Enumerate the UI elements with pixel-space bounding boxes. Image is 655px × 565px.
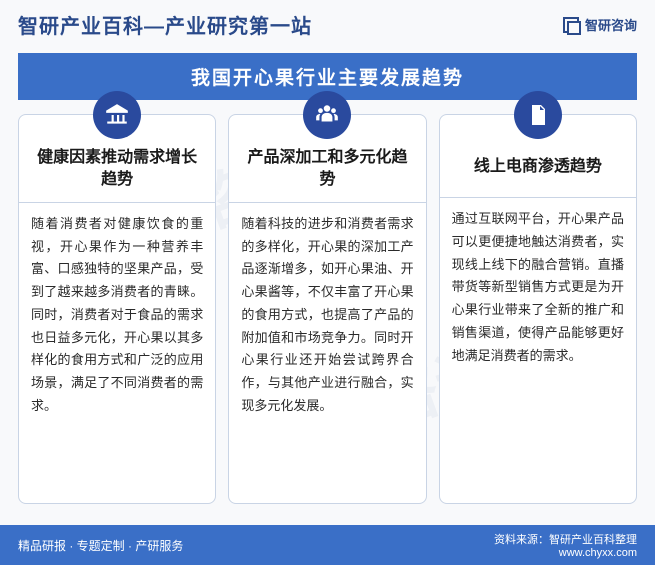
people-icon	[303, 91, 351, 139]
card-ecommerce: 线上电商渗透趋势 通过互联网平台，开心果产品可以更便捷地触达消费者，实现线上线下…	[439, 114, 637, 504]
banner-text: 我国开心果行业主要发展趋势	[191, 68, 464, 89]
header: 智研产业百科—产业研究第一站 智研咨询	[0, 0, 655, 45]
footer: 精品研报 · 专题定制 · 产研服务 资料来源：智研产业百科整理 www.chy…	[0, 525, 655, 565]
footer-source: 资料来源：智研产业百科整理	[494, 531, 637, 547]
header-brand: 智研咨询	[563, 15, 637, 34]
doc-icon	[514, 91, 562, 139]
card-processing: 产品深加工和多元化趋势 随着科技的进步和消费者需求的多样化，开心果的深加工产品逐…	[228, 114, 426, 504]
header-title: 智研产业百科—产业研究第一站	[18, 10, 312, 39]
card-title: 健康因素推动需求增长趋势	[19, 141, 215, 202]
footer-left: 精品研报 · 专题定制 · 产研服务	[18, 537, 183, 554]
brand-text: 智研咨询	[585, 15, 637, 34]
footer-url: www.chyxx.com	[494, 547, 637, 559]
card-body: 随着消费者对健康饮食的重视，开心果作为一种营养丰富、口感独特的坚果产品，受到了越…	[19, 203, 215, 503]
card-body: 通过互联网平台，开心果产品可以更便捷地触达消费者，实现线上线下的融合营销。直播带…	[440, 198, 636, 498]
card-title: 线上电商渗透趋势	[440, 141, 636, 197]
card-health: 健康因素推动需求增长趋势 随着消费者对健康饮食的重视，开心果作为一种营养丰富、口…	[18, 114, 216, 504]
brand-logo-icon	[563, 17, 579, 33]
footer-right: 资料来源：智研产业百科整理 www.chyxx.com	[494, 531, 637, 559]
card-body: 随着科技的进步和消费者需求的多样化，开心果的深加工产品逐渐增多，如开心果油、开心…	[229, 203, 425, 503]
bank-icon	[93, 91, 141, 139]
card-title: 产品深加工和多元化趋势	[229, 141, 425, 202]
cards-row: 健康因素推动需求增长趋势 随着消费者对健康饮食的重视，开心果作为一种营养丰富、口…	[0, 114, 655, 504]
